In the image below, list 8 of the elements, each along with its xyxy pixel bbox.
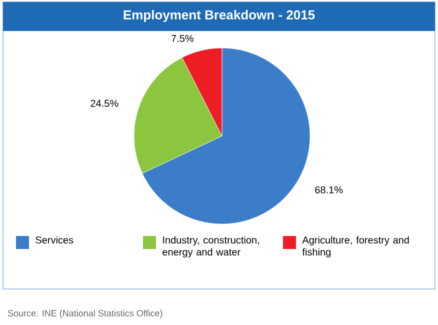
data-label: 7.5% (172, 34, 194, 42)
data-label: 24.5% (90, 100, 118, 107)
legend-label: Agriculture, forestry and fishing (302, 236, 409, 258)
legend-label: Industry, construction, energy and water (162, 236, 259, 258)
source-note: Source: INE (National Statistics Office) (8, 310, 162, 318)
legend-label: Services (36, 236, 74, 244)
chart-title: Employment Breakdown - 2015 (124, 10, 315, 22)
data-label: 68.1% (315, 186, 343, 194)
